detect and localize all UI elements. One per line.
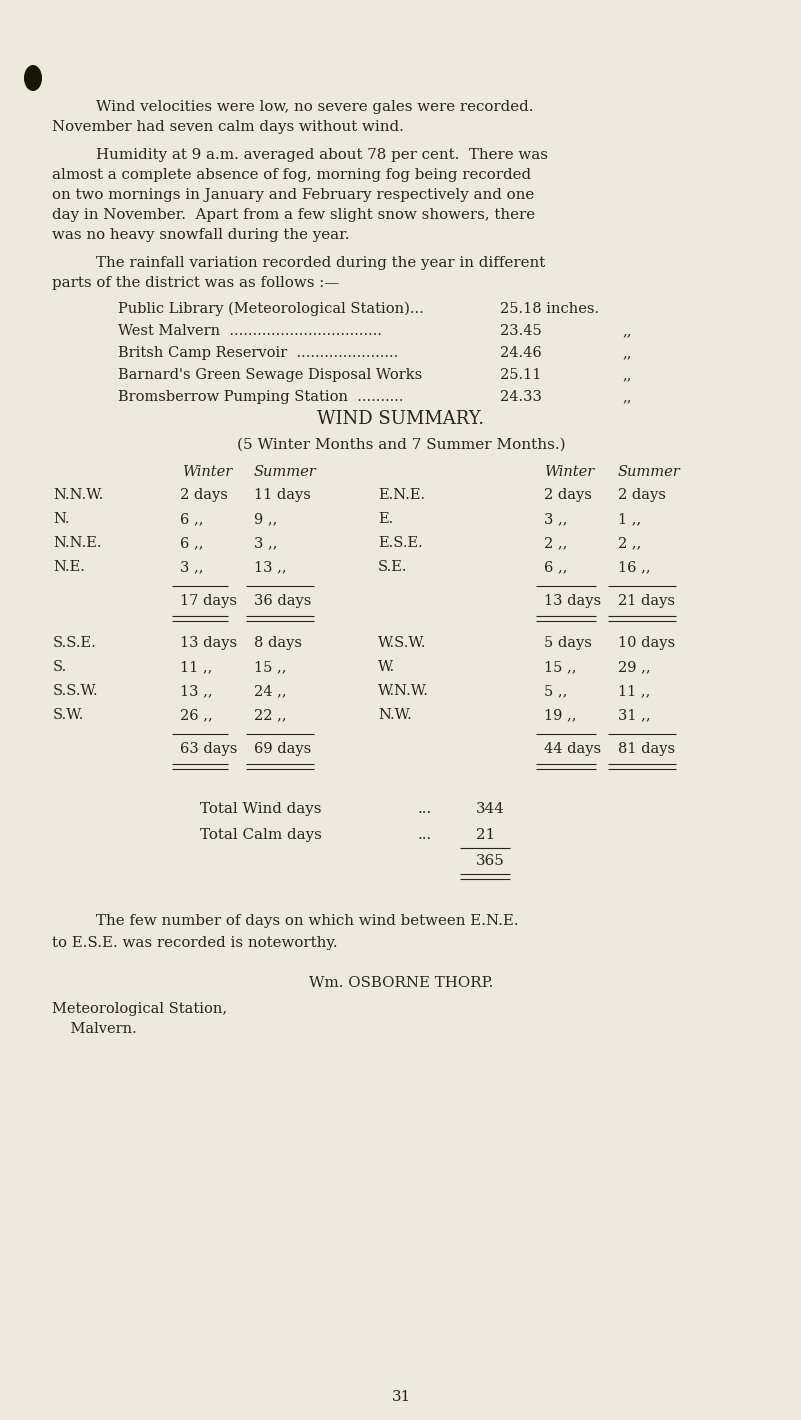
Text: West Malvern  .................................: West Malvern ...........................… (118, 324, 382, 338)
Text: 2 days: 2 days (544, 488, 592, 503)
Text: 13 days: 13 days (180, 636, 237, 650)
Text: 365: 365 (476, 853, 505, 868)
Text: N.N.E.: N.N.E. (53, 535, 102, 550)
Text: ,,: ,, (622, 391, 631, 405)
Text: E.: E. (378, 513, 393, 525)
Text: 81 days: 81 days (618, 743, 675, 755)
Text: Malvern.: Malvern. (52, 1022, 137, 1037)
Text: 5 ,,: 5 ,, (544, 684, 567, 699)
Text: 36 days: 36 days (254, 594, 312, 608)
Text: Total Wind days: Total Wind days (200, 802, 321, 816)
Text: Wm. OSBORNE THORP.: Wm. OSBORNE THORP. (309, 976, 493, 990)
Text: 25.18 inches.: 25.18 inches. (500, 302, 599, 317)
Text: 13 ,,: 13 ,, (180, 684, 212, 699)
Text: Public Library (Meteorological Station)...: Public Library (Meteorological Station).… (118, 302, 424, 317)
Text: ...: ... (418, 828, 433, 842)
Text: The rainfall variation recorded during the year in different: The rainfall variation recorded during t… (96, 256, 545, 270)
Text: 13 days: 13 days (544, 594, 601, 608)
Text: 9 ,,: 9 ,, (254, 513, 277, 525)
Text: parts of the district was as follows :—: parts of the district was as follows :— (52, 275, 340, 290)
Text: 22 ,,: 22 ,, (254, 709, 287, 721)
Text: 11 ,,: 11 ,, (618, 684, 650, 699)
Text: 24 ,,: 24 ,, (254, 684, 287, 699)
Text: W.N.W.: W.N.W. (378, 684, 429, 699)
Text: day in November.  Apart from a few slight snow showers, there: day in November. Apart from a few slight… (52, 207, 535, 222)
Text: 13 ,,: 13 ,, (254, 559, 287, 574)
Text: Humidity at 9 a.m. averaged about 78 per cent.  There was: Humidity at 9 a.m. averaged about 78 per… (96, 148, 548, 162)
Text: on two mornings in January and February respectively and one: on two mornings in January and February … (52, 187, 534, 202)
Text: S.E.: S.E. (378, 559, 408, 574)
Text: 15 ,,: 15 ,, (254, 660, 287, 674)
Text: Bromsberrow Pumping Station  ..........: Bromsberrow Pumping Station .......... (118, 391, 404, 405)
Text: November had seven calm days without wind.: November had seven calm days without win… (52, 121, 404, 133)
Text: S.S.E.: S.S.E. (53, 636, 97, 650)
Text: ...: ... (418, 802, 433, 816)
Text: W.: W. (378, 660, 395, 674)
Text: Meteorological Station,: Meteorological Station, (52, 1003, 227, 1015)
Text: 15 ,,: 15 ,, (544, 660, 577, 674)
Text: 6 ,,: 6 ,, (180, 535, 203, 550)
Text: ,,: ,, (622, 324, 631, 338)
Text: 344: 344 (476, 802, 505, 816)
Text: Wind velocities were low, no severe gales were recorded.: Wind velocities were low, no severe gale… (96, 99, 533, 114)
Text: 2 ,,: 2 ,, (618, 535, 642, 550)
Text: WIND SUMMARY.: WIND SUMMARY. (317, 410, 485, 427)
Text: 16 ,,: 16 ,, (618, 559, 650, 574)
Text: to E.S.E. was recorded is noteworthy.: to E.S.E. was recorded is noteworthy. (52, 936, 338, 950)
Text: S.: S. (53, 660, 67, 674)
Text: 69 days: 69 days (254, 743, 312, 755)
Text: 5 days: 5 days (544, 636, 592, 650)
Text: 10 days: 10 days (618, 636, 675, 650)
Text: 21 days: 21 days (618, 594, 675, 608)
Text: 24.46: 24.46 (500, 346, 541, 361)
Text: E.N.E.: E.N.E. (378, 488, 425, 503)
Text: The few number of days on which wind between E.N.E.: The few number of days on which wind bet… (96, 914, 518, 929)
Text: Summer: Summer (254, 464, 316, 479)
Text: 3 ,,: 3 ,, (180, 559, 203, 574)
Ellipse shape (24, 65, 42, 91)
Text: 26 ,,: 26 ,, (180, 709, 213, 721)
Text: 6 ,,: 6 ,, (180, 513, 203, 525)
Text: 11 ,,: 11 ,, (180, 660, 212, 674)
Text: 24.33: 24.33 (500, 391, 541, 405)
Text: E.S.E.: E.S.E. (378, 535, 423, 550)
Text: 21: 21 (476, 828, 495, 842)
Text: 23.45: 23.45 (500, 324, 541, 338)
Text: 3 ,,: 3 ,, (254, 535, 277, 550)
Text: N.N.W.: N.N.W. (53, 488, 103, 503)
Text: 6 ,,: 6 ,, (544, 559, 567, 574)
Text: 8 days: 8 days (254, 636, 302, 650)
Text: W.S.W.: W.S.W. (378, 636, 426, 650)
Text: 17 days: 17 days (180, 594, 237, 608)
Text: Summer: Summer (618, 464, 681, 479)
Text: 2 days: 2 days (180, 488, 227, 503)
Text: 2 days: 2 days (618, 488, 666, 503)
Text: was no heavy snowfall during the year.: was no heavy snowfall during the year. (52, 229, 349, 241)
Text: almost a complete absence of fog, morning fog being recorded: almost a complete absence of fog, mornin… (52, 168, 531, 182)
Text: 31 ,,: 31 ,, (618, 709, 650, 721)
Text: N.: N. (53, 513, 70, 525)
Text: ,,: ,, (622, 368, 631, 382)
Text: 19 ,,: 19 ,, (544, 709, 577, 721)
Text: Winter: Winter (544, 464, 594, 479)
Text: 11 days: 11 days (254, 488, 311, 503)
Text: 44 days: 44 days (544, 743, 601, 755)
Text: Barnard's Green Sewage Disposal Works: Barnard's Green Sewage Disposal Works (118, 368, 422, 382)
Text: Winter: Winter (182, 464, 232, 479)
Text: N.E.: N.E. (53, 559, 85, 574)
Text: Total Calm days: Total Calm days (200, 828, 322, 842)
Text: 2 ,,: 2 ,, (544, 535, 567, 550)
Text: S.S.W.: S.S.W. (53, 684, 99, 699)
Text: 63 days: 63 days (180, 743, 237, 755)
Text: 3 ,,: 3 ,, (544, 513, 567, 525)
Text: 29 ,,: 29 ,, (618, 660, 650, 674)
Text: 31: 31 (392, 1390, 411, 1404)
Text: ,,: ,, (622, 346, 631, 361)
Text: S.W.: S.W. (53, 709, 84, 721)
Text: 25.11: 25.11 (500, 368, 541, 382)
Text: Britsh Camp Reservoir  ......................: Britsh Camp Reservoir ..................… (118, 346, 398, 361)
Text: 1 ,,: 1 ,, (618, 513, 642, 525)
Text: N.W.: N.W. (378, 709, 412, 721)
Text: (5 Winter Months and 7 Summer Months.): (5 Winter Months and 7 Summer Months.) (236, 437, 566, 452)
